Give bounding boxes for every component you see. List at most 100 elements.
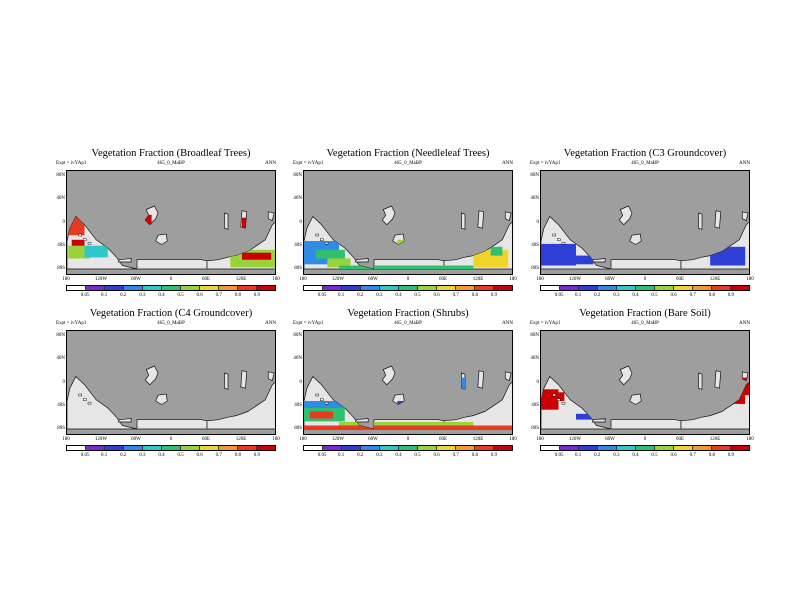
colorbar-tick-label: 0.3 [139, 293, 146, 298]
island-marker [315, 233, 319, 237]
lon-tick-label: 120W [94, 277, 108, 282]
island-marker [78, 393, 82, 397]
colorbar-tick-label: 0.6 [196, 453, 203, 458]
colorbar-tick-label: 0.9 [490, 453, 498, 458]
lon-tick-label: 120W [331, 437, 345, 442]
fraction-region [721, 395, 746, 404]
map-canvas [304, 201, 512, 270]
landmass [504, 211, 512, 222]
landmass [698, 212, 703, 230]
fraction-region [409, 201, 421, 206]
colorbar-swatch [67, 286, 86, 290]
lon-tick-label: 120E [235, 437, 247, 442]
colorbar-swatch [475, 286, 494, 290]
colorbar-swatch [494, 446, 512, 450]
fraction-region [304, 401, 345, 408]
island-marker [83, 398, 87, 401]
colorbar-swatch [304, 446, 323, 450]
colorbar-tick-label: 0.6 [670, 293, 677, 298]
landmass [240, 370, 248, 389]
panel-title: Vegetation Fraction (C3 Groundcover) [563, 148, 727, 159]
lon-tick-label: 60W [605, 437, 615, 442]
landmass [267, 211, 275, 222]
colorbar-tick-label: 0.1 [101, 453, 108, 458]
lon-tick-label: 180 [272, 437, 280, 442]
landmass [144, 365, 159, 386]
lat-tick-label: 40S [294, 242, 302, 248]
colorbar-tick-label: 0.2 [594, 293, 601, 298]
map-panel: Vegetation Fraction (C3 Groundcover) Expt… [530, 148, 760, 308]
lon-tick-label: 0 [169, 437, 173, 442]
lon-tick-label: 180 [62, 437, 70, 442]
landmass [610, 419, 682, 430]
fraction-region [137, 214, 152, 233]
lat-tick-label: 0 [62, 219, 66, 225]
colorbar-swatch [257, 286, 275, 290]
colorbar [66, 285, 276, 291]
fraction-region [710, 246, 746, 266]
case-label: 465_0_MaBP [631, 161, 659, 166]
colorbar-swatch [399, 446, 418, 450]
colorbar-swatch [380, 286, 399, 290]
colorbar-swatch [143, 286, 162, 290]
lat-tick-label: 40N [530, 356, 539, 362]
island-marker [324, 401, 329, 405]
map-canvas [541, 205, 749, 270]
colorbar-tick-label: 0.2 [357, 453, 364, 458]
colorbar-swatch [456, 286, 475, 290]
colorbar [66, 445, 276, 451]
colorbar-swatch [219, 286, 238, 290]
colorbar-swatch [598, 446, 617, 450]
map-canvas [67, 205, 275, 270]
map-plot-area [66, 170, 276, 275]
lat-tick-label: 40N [56, 356, 65, 362]
colorbar-swatch [238, 446, 257, 450]
colorbar-tick-label: 0.9 [253, 293, 261, 298]
lon-tick-label: 120E [709, 277, 721, 282]
lon-tick-label: 0 [643, 277, 647, 282]
expt-label: Expt = ivYAp1 [293, 321, 324, 326]
season-label: ANN [502, 161, 513, 166]
colorbar-tick-label: 0.2 [120, 293, 127, 298]
colorbar-tick-label: 0.9 [490, 293, 498, 298]
colorbar-swatch [418, 446, 437, 450]
lon-tick-label: 180 [746, 277, 754, 282]
fraction-region [490, 246, 503, 256]
colorbar-swatch [219, 446, 238, 450]
lon-tick-label: 60W [131, 277, 141, 282]
landmass [629, 393, 642, 405]
lat-tick-label: 0 [62, 379, 66, 385]
colorbar-tick-label: 0.2 [594, 453, 601, 458]
lat-tick-label: 0 [536, 379, 540, 385]
colorbar-swatch [560, 286, 579, 290]
colorbar-swatch [181, 446, 200, 450]
colorbar-swatch [67, 446, 86, 450]
colorbar-swatch [674, 286, 693, 290]
lat-tick-label: 0 [299, 219, 303, 225]
lon-tick-label: 120W [568, 437, 582, 442]
map-panel: Vegetation Fraction (Bare Soil) Expt = iv… [530, 308, 760, 468]
fraction-region [315, 249, 345, 259]
colorbar-swatch [181, 286, 200, 290]
colorbar-swatch [418, 286, 437, 290]
colorbar-swatch [655, 286, 674, 290]
season-label: ANN [502, 321, 513, 326]
lon-tick-label: 60W [368, 437, 378, 442]
fraction-region [339, 265, 474, 269]
expt-label: Expt = ivYAp1 [293, 161, 324, 166]
island-marker [557, 398, 561, 401]
fraction-region [84, 245, 108, 258]
landmass [443, 381, 512, 430]
landmass [136, 259, 208, 270]
island-marker [315, 393, 319, 397]
island-marker [83, 238, 87, 241]
colorbar-tick-label: 0.05 [317, 453, 327, 458]
case-label: 465_0_MaBP [157, 161, 185, 166]
panel-title: Vegetation Fraction (C4 Groundcover) [89, 308, 253, 319]
panel-title: Vegetation Fraction (Needleleaf Trees) [326, 148, 490, 159]
landmass [591, 258, 606, 263]
colorbar-swatch [731, 446, 749, 450]
colorbar-swatch [162, 446, 181, 450]
colorbar-tick-label: 0.05 [80, 453, 90, 458]
colorbar-swatch [399, 286, 418, 290]
